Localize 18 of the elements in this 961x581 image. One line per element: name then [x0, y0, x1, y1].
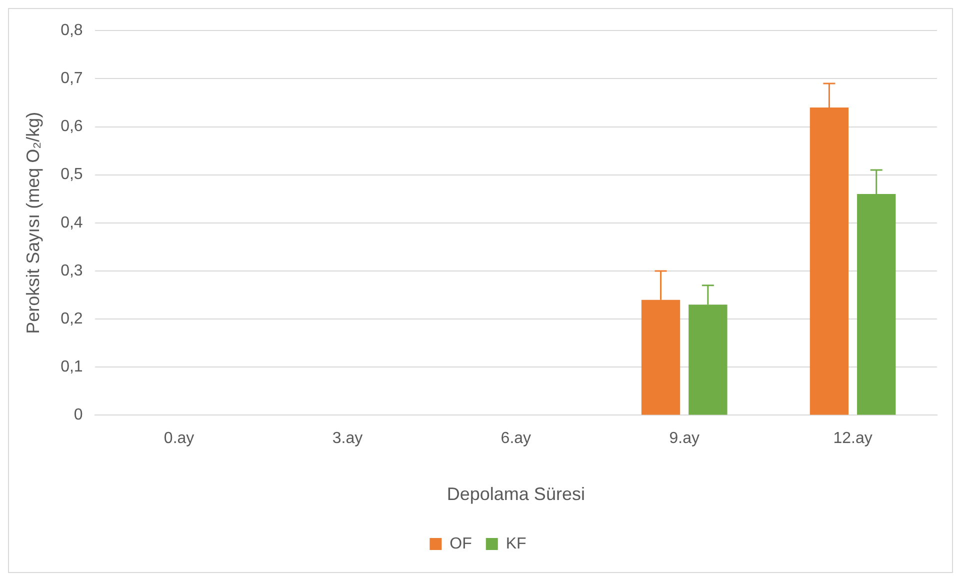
x-tick-label: 3.ay	[332, 430, 363, 448]
y-tick-label: 0,7	[60, 70, 83, 88]
y-tick-label: 0,1	[60, 358, 83, 376]
y-tick-label: 0,3	[60, 262, 83, 280]
x-tick-label: 6.ay	[500, 430, 532, 448]
y-tick-label: 0,5	[60, 166, 83, 184]
y-tick-label: 0,4	[60, 214, 83, 232]
y-axis-title: Peroksit Sayısı (meq O₂/kg)	[22, 112, 43, 334]
y-tick-label: 0,8	[60, 22, 83, 40]
x-axis-title: Depolama Süresi	[446, 484, 585, 504]
y-tick-label: 0,2	[60, 310, 83, 328]
y-tick-label: 0	[74, 406, 83, 424]
x-tick-label: 0.ay	[164, 430, 194, 448]
x-tick-label: 9.ay	[669, 430, 700, 448]
y-tick-label: 0,6	[60, 118, 83, 136]
legend-label: KF	[506, 535, 527, 552]
legend-label: OF	[450, 535, 472, 552]
x-tick-label: 12.ay	[833, 430, 872, 448]
